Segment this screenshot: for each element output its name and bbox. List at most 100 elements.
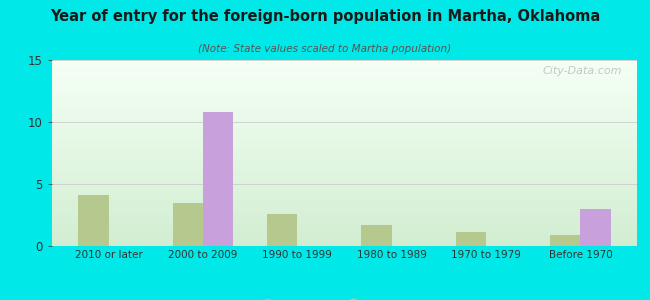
- Bar: [52, 96, 637, 97]
- Bar: [52, 205, 637, 206]
- Bar: [52, 218, 637, 219]
- Bar: [52, 105, 637, 106]
- Bar: [52, 194, 637, 195]
- Bar: [52, 90, 637, 91]
- Bar: [52, 125, 637, 126]
- Bar: [52, 193, 637, 194]
- Bar: [52, 78, 637, 79]
- Bar: [361, 225, 392, 246]
- Bar: [52, 134, 637, 135]
- Bar: [52, 200, 637, 201]
- Bar: [52, 208, 637, 209]
- Bar: [52, 66, 637, 67]
- Bar: [173, 202, 203, 246]
- Bar: [52, 75, 637, 76]
- Bar: [52, 177, 637, 178]
- Bar: [52, 144, 637, 145]
- Bar: [52, 136, 637, 137]
- Bar: [580, 209, 610, 246]
- Bar: [52, 133, 637, 134]
- Bar: [52, 183, 637, 184]
- Bar: [52, 178, 637, 179]
- Bar: [52, 170, 637, 171]
- Bar: [52, 199, 637, 200]
- Bar: [52, 103, 637, 104]
- Bar: [52, 210, 637, 211]
- Bar: [52, 87, 637, 88]
- Bar: [52, 240, 637, 241]
- Bar: [52, 76, 637, 77]
- Bar: [550, 235, 580, 246]
- Bar: [52, 61, 637, 62]
- Bar: [52, 241, 637, 242]
- Bar: [52, 109, 637, 110]
- Bar: [52, 173, 637, 174]
- Bar: [52, 227, 637, 228]
- Bar: [52, 89, 637, 90]
- Bar: [52, 112, 637, 113]
- Bar: [52, 142, 637, 143]
- Bar: [52, 150, 637, 151]
- Bar: [52, 169, 637, 170]
- Bar: [52, 110, 637, 111]
- Bar: [52, 171, 637, 172]
- Bar: [52, 232, 637, 233]
- Bar: [52, 141, 637, 142]
- Bar: [52, 176, 637, 177]
- Bar: [52, 131, 637, 132]
- Bar: [52, 204, 637, 205]
- Bar: [52, 219, 637, 220]
- Bar: [52, 71, 637, 72]
- Bar: [52, 63, 637, 64]
- Bar: [52, 191, 637, 192]
- Bar: [52, 100, 637, 101]
- Bar: [79, 195, 109, 246]
- Bar: [52, 238, 637, 239]
- Bar: [52, 111, 637, 112]
- Bar: [52, 74, 637, 75]
- Bar: [52, 95, 637, 96]
- Bar: [52, 160, 637, 161]
- Bar: [52, 228, 637, 229]
- Legend: Martha, Oklahoma: Martha, Oklahoma: [250, 295, 439, 300]
- Bar: [52, 119, 637, 120]
- Bar: [52, 243, 637, 244]
- Bar: [52, 83, 637, 84]
- Bar: [52, 160, 637, 161]
- Bar: [52, 130, 637, 131]
- Bar: [52, 236, 637, 237]
- Bar: [52, 145, 637, 146]
- Text: Year of entry for the foreign-born population in Martha, Oklahoma: Year of entry for the foreign-born popul…: [50, 9, 600, 24]
- Bar: [52, 195, 637, 196]
- Bar: [203, 112, 233, 246]
- Bar: [52, 104, 637, 105]
- Bar: [52, 165, 637, 166]
- Bar: [267, 214, 297, 246]
- Bar: [52, 67, 637, 68]
- Bar: [52, 115, 637, 116]
- Bar: [52, 196, 637, 197]
- Bar: [52, 234, 637, 235]
- Bar: [52, 220, 637, 221]
- Bar: [52, 154, 637, 155]
- Bar: [52, 167, 637, 168]
- Bar: [52, 117, 637, 118]
- Bar: [52, 129, 637, 130]
- Bar: [52, 198, 637, 199]
- Bar: [52, 181, 637, 182]
- Bar: [52, 69, 637, 70]
- Bar: [52, 215, 637, 216]
- Bar: [52, 128, 637, 129]
- Bar: [52, 166, 637, 167]
- Bar: [52, 147, 637, 148]
- Bar: [52, 172, 637, 173]
- Bar: [52, 99, 637, 100]
- Bar: [52, 245, 637, 246]
- Bar: [52, 127, 637, 128]
- Bar: [52, 137, 637, 138]
- Bar: [52, 84, 637, 85]
- Bar: [52, 118, 637, 119]
- Bar: [52, 203, 637, 204]
- Bar: [52, 226, 637, 227]
- Bar: [52, 92, 637, 94]
